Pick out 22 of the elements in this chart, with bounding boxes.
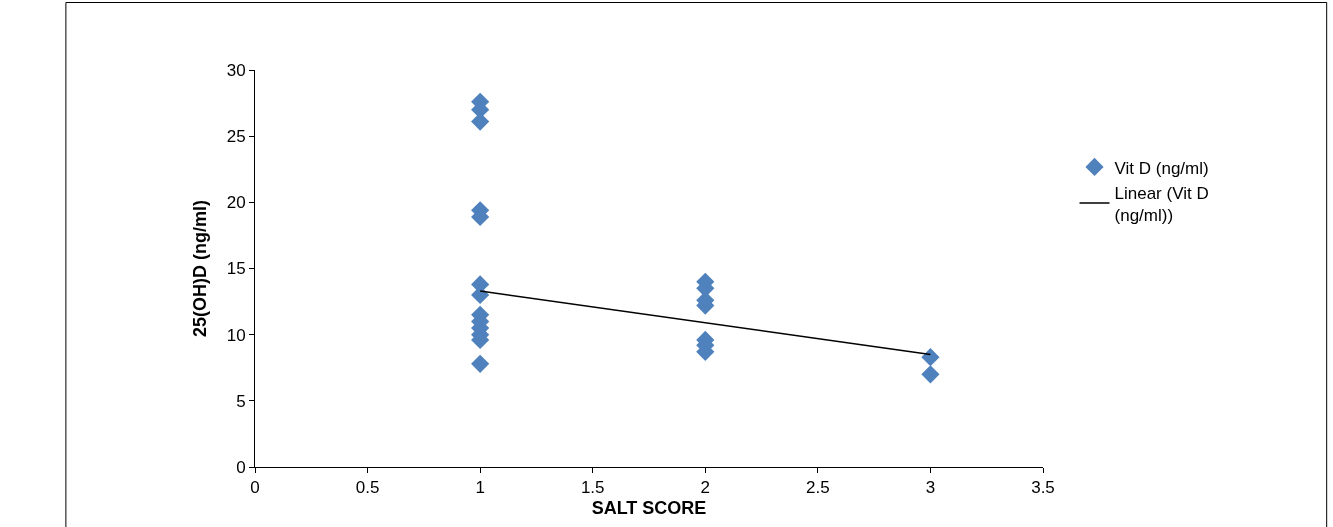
legend-label: Linear (Vit D (ng/ml)) xyxy=(1114,183,1209,225)
y-tick-label: 10 xyxy=(226,325,246,345)
x-tick-label: 3 xyxy=(925,478,936,498)
y-tick-label: 15 xyxy=(226,259,246,279)
x-tick-label: 2 xyxy=(700,478,711,498)
y-tick-label: 0 xyxy=(236,457,246,477)
point xyxy=(921,348,940,367)
x-tick-label: 1.5 xyxy=(580,478,605,498)
point xyxy=(471,354,490,373)
y-tick-label: 20 xyxy=(226,193,246,213)
legend-label: Vit D (ng/ml) xyxy=(1114,158,1209,178)
x-tick-label: 0.5 xyxy=(355,478,380,498)
y-tick-label: 30 xyxy=(226,60,246,80)
x-tick-label: 3.5 xyxy=(1031,478,1055,498)
y-axis-title: 25(OH)D (ng/ml) xyxy=(189,200,210,337)
point xyxy=(921,365,940,384)
x-tick-label: 1 xyxy=(475,478,485,498)
y-tick-label: 5 xyxy=(236,391,246,411)
x-tick-label: 0 xyxy=(250,478,260,498)
x-axis-title: SALT SCORE xyxy=(591,497,707,518)
y-tick-label: 25 xyxy=(226,127,246,147)
x-tick-label: 2.5 xyxy=(806,478,830,498)
